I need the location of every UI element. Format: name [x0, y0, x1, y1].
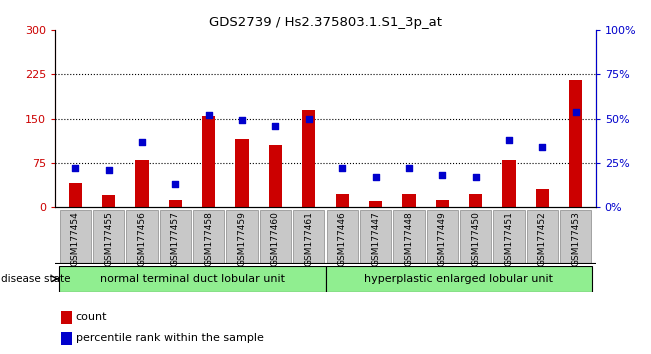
Bar [236, 139, 249, 207]
FancyBboxPatch shape [59, 266, 326, 292]
FancyBboxPatch shape [60, 210, 91, 263]
FancyBboxPatch shape [560, 210, 591, 263]
Bar [436, 200, 449, 207]
Bar [61, 332, 72, 345]
Text: GSM177459: GSM177459 [238, 212, 247, 267]
Point [303, 116, 314, 121]
Point [237, 118, 247, 123]
Bar [569, 80, 583, 207]
Point [70, 165, 81, 171]
FancyBboxPatch shape [493, 210, 525, 263]
Text: GSM177448: GSM177448 [404, 212, 413, 266]
Text: GSM177452: GSM177452 [538, 212, 547, 266]
FancyBboxPatch shape [260, 210, 291, 263]
Bar [269, 145, 282, 207]
Point [537, 144, 547, 150]
Text: percentile rank within the sample: percentile rank within the sample [76, 333, 264, 343]
Bar [402, 194, 415, 207]
Text: GSM177454: GSM177454 [71, 212, 80, 266]
Bar [102, 195, 115, 207]
Bar [169, 200, 182, 207]
FancyBboxPatch shape [327, 210, 358, 263]
Bar [536, 189, 549, 207]
Text: normal terminal duct lobular unit: normal terminal duct lobular unit [100, 274, 284, 284]
Text: GSM177460: GSM177460 [271, 212, 280, 267]
Text: GSM177453: GSM177453 [571, 212, 580, 267]
Text: hyperplastic enlarged lobular unit: hyperplastic enlarged lobular unit [365, 274, 553, 284]
Bar [335, 194, 349, 207]
FancyBboxPatch shape [426, 210, 458, 263]
FancyBboxPatch shape [360, 210, 391, 263]
Point [337, 165, 348, 171]
Text: GSM177451: GSM177451 [505, 212, 514, 267]
FancyBboxPatch shape [193, 210, 225, 263]
Point [504, 137, 514, 143]
Text: GSM177449: GSM177449 [437, 212, 447, 266]
FancyBboxPatch shape [126, 210, 158, 263]
Text: GSM177456: GSM177456 [137, 212, 146, 267]
FancyBboxPatch shape [326, 266, 592, 292]
Text: GSM177447: GSM177447 [371, 212, 380, 266]
Text: GSM177461: GSM177461 [304, 212, 313, 267]
Point [471, 174, 481, 180]
Text: count: count [76, 312, 107, 322]
FancyBboxPatch shape [227, 210, 258, 263]
Bar [202, 116, 215, 207]
Text: GSM177458: GSM177458 [204, 212, 214, 267]
Point [437, 172, 447, 178]
Bar [302, 110, 316, 207]
Bar [503, 160, 516, 207]
Point [570, 109, 581, 114]
Text: GSM177455: GSM177455 [104, 212, 113, 267]
Text: GSM177450: GSM177450 [471, 212, 480, 267]
Text: disease state: disease state [1, 274, 71, 284]
FancyBboxPatch shape [93, 210, 124, 263]
FancyBboxPatch shape [159, 210, 191, 263]
Point [137, 139, 147, 144]
Title: GDS2739 / Hs2.375803.1.S1_3p_at: GDS2739 / Hs2.375803.1.S1_3p_at [209, 16, 442, 29]
Bar [135, 160, 148, 207]
Point [170, 181, 180, 187]
Point [370, 174, 381, 180]
Point [404, 165, 414, 171]
Bar [369, 201, 382, 207]
Bar [469, 194, 482, 207]
FancyBboxPatch shape [527, 210, 558, 263]
Bar [61, 311, 72, 324]
Bar [68, 183, 82, 207]
Text: GSM177446: GSM177446 [338, 212, 347, 266]
FancyBboxPatch shape [393, 210, 424, 263]
Point [104, 167, 114, 173]
Text: GSM177457: GSM177457 [171, 212, 180, 267]
Point [270, 123, 281, 129]
Point [204, 112, 214, 118]
FancyBboxPatch shape [293, 210, 324, 263]
FancyBboxPatch shape [460, 210, 492, 263]
